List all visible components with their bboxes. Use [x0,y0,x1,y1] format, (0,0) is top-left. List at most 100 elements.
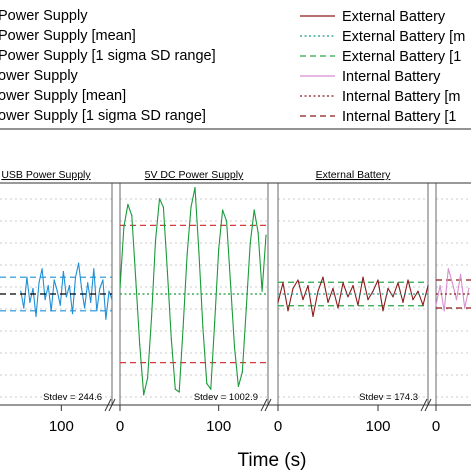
data-point [20,290,22,292]
data-point [74,276,77,278]
data-point [249,243,251,245]
data-point [342,282,344,284]
axis-break-mark [108,398,116,412]
data-point [387,287,389,289]
panel [277,183,429,405]
data-point [81,287,83,289]
data-point [447,268,449,270]
data-point [322,276,324,278]
data-point [206,383,208,385]
data-point [392,296,394,298]
data-point [464,307,466,309]
data-point [412,299,414,301]
data-point [71,313,74,315]
data-point [105,318,107,320]
data-point [357,304,359,306]
stdev-label: Stdev = 174.3 [359,392,418,403]
data-point [44,299,46,301]
data-point [292,287,294,289]
axis-break-mark [260,398,268,412]
data-point [99,287,101,289]
data-point [443,310,445,312]
data-point [460,273,462,275]
data-point [402,301,404,303]
data-point [468,287,470,289]
data-point [90,301,92,303]
data-point [123,226,125,228]
data-point [68,285,70,287]
plot-panels: USB Power Supply Stdev = 244.6 100 5V DC Po… [0,169,471,435]
data-point [154,240,157,242]
data-point [59,304,61,306]
data-point [190,206,192,208]
data-point [35,315,37,317]
data-point [435,304,437,306]
data-point [214,321,216,323]
legend-right-item: External Battery [m [342,29,465,45]
data-point [222,209,224,211]
data-point [29,301,31,303]
data-point [96,310,98,312]
legend-right-item: Internal Battery [342,69,441,85]
data-point [233,346,236,348]
data-point [135,279,137,281]
data-point [178,391,180,393]
legend-left-item: Power Supply [mean] [0,28,136,44]
data-point [352,285,354,287]
data-point [158,198,161,200]
data-point [277,301,279,303]
data-point [174,388,176,390]
data-point [84,307,86,309]
legend-left-item: Power Supply [1 sigma SD range] [0,48,216,64]
data-point [111,299,113,301]
data-point [451,282,453,284]
data-point [166,271,168,273]
data-point [407,279,409,281]
data-point [245,307,247,309]
data-point [253,209,255,211]
data-point [119,287,121,289]
legend-left-item: ower Supply [mean] [0,88,126,104]
data-point [127,203,129,205]
data-point [102,279,104,281]
data-point [367,299,369,301]
data-point [38,282,40,284]
legend-right-item: Internal Battery [m [342,89,460,105]
x-tick-label: 0 [116,418,124,435]
data-point [332,287,334,289]
panel-title: 5V DC Power Supply [145,169,244,181]
data-point [182,327,184,329]
x-tick-label: 100 [206,418,231,435]
data-point [139,343,141,345]
data-point [307,285,309,287]
data-point [147,377,149,379]
data-point [170,338,172,340]
data-point [143,394,145,396]
data-point [23,307,25,309]
data-point [362,276,364,278]
x-tick-label: 100 [365,418,390,435]
data-point [287,310,289,312]
panel [435,183,471,405]
legend-right-item: External Battery [1 [342,49,461,65]
legend-left-item: Power Supply [0,8,88,24]
series-line [119,187,267,396]
data-point [282,282,284,284]
stdev-label: Stdev = 1002.9 [194,392,258,403]
data-point [455,299,458,301]
data-point [439,285,441,287]
axis-break-mark [264,398,272,412]
data-point [241,371,243,373]
data-point [327,301,329,303]
data-point [162,206,164,208]
data-point [417,290,419,292]
legend-right-item: External Battery [342,9,446,25]
data-point [62,271,64,273]
data-point [108,290,110,292]
data-point [210,388,212,390]
data-point [297,279,299,281]
data-point [50,310,52,312]
data-point [265,234,267,236]
data-point [65,296,67,298]
data-point [131,215,133,217]
